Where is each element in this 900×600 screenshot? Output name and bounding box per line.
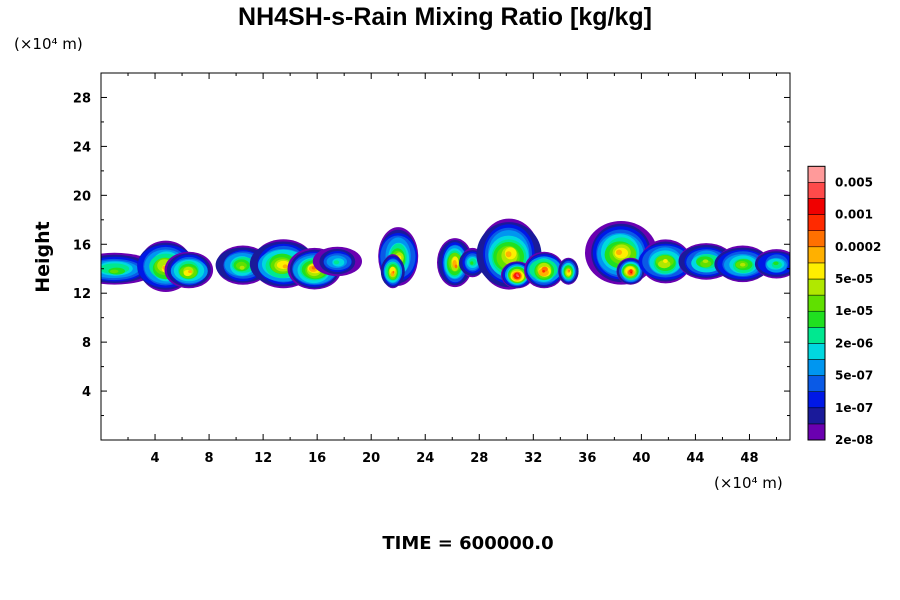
colorbar-swatch bbox=[807, 359, 826, 376]
colorbar-swatch bbox=[807, 310, 826, 328]
colorbar-label: 5e-07 bbox=[835, 369, 873, 383]
colorbar-swatch bbox=[807, 407, 826, 425]
colorbar-swatch bbox=[807, 262, 826, 280]
colorbar-label: 0.001 bbox=[835, 208, 873, 222]
colorbar-swatch bbox=[807, 278, 826, 296]
cloud-contour-level bbox=[454, 264, 458, 269]
colorbar-label: 1e-07 bbox=[835, 401, 873, 415]
x-tick-label: 8 bbox=[205, 451, 214, 466]
time-label: TIME = 600000.0 bbox=[382, 533, 553, 554]
cloud-contour-level bbox=[568, 269, 570, 272]
x-tick-label: 20 bbox=[362, 451, 380, 466]
colorbar-label: 2e-08 bbox=[835, 433, 873, 447]
cloud-contour-level bbox=[616, 249, 622, 255]
x-tick-label: 32 bbox=[524, 451, 542, 466]
y-tick-label: 4 bbox=[82, 385, 91, 400]
cloud-contour-level bbox=[663, 259, 668, 263]
colorbar-swatch bbox=[807, 182, 826, 199]
cloud-contour-level bbox=[630, 271, 632, 274]
colorbar-swatch bbox=[807, 294, 826, 312]
x-axis-unit: (×10⁴ m) bbox=[714, 474, 783, 492]
y-axis-unit: (×10⁴ m) bbox=[14, 35, 83, 53]
colorbar-swatch bbox=[807, 214, 826, 231]
y-tick-label: 20 bbox=[73, 189, 91, 204]
cloud-contour-level bbox=[542, 270, 545, 273]
cloud-contour-level bbox=[333, 260, 340, 265]
x-tick-label: 16 bbox=[308, 451, 326, 466]
cloud-contour-level bbox=[700, 260, 712, 268]
colorbar-label: 0.005 bbox=[835, 175, 873, 189]
colorbar-swatch bbox=[807, 246, 826, 264]
colorbar-swatch bbox=[807, 166, 826, 183]
cloud-contour-level bbox=[517, 275, 519, 278]
y-tick-label: 28 bbox=[73, 91, 91, 106]
cloud-contour-level bbox=[188, 270, 193, 274]
colorbar-swatch bbox=[807, 375, 826, 392]
colorbar-label: 0.0002 bbox=[835, 240, 881, 254]
colorbar-label: 2e-06 bbox=[835, 336, 873, 350]
cloud-contour-level bbox=[505, 251, 512, 258]
x-tick-label: 28 bbox=[470, 451, 488, 466]
y-tick-label: 24 bbox=[73, 140, 91, 155]
colorbar-label: 1e-05 bbox=[835, 304, 873, 318]
x-tick-label: 24 bbox=[416, 451, 434, 466]
colorbar-swatch bbox=[807, 198, 826, 215]
y-tick-label: 8 bbox=[82, 336, 91, 351]
chart-title: NH4SH-s-Rain Mixing Ratio [kg/kg] bbox=[238, 3, 652, 31]
colorbar-swatch bbox=[807, 327, 826, 344]
colorbar-swatch bbox=[807, 343, 826, 360]
x-tick-label: 44 bbox=[686, 451, 704, 466]
plot-area bbox=[101, 218, 790, 292]
cloud-contour-level bbox=[392, 270, 395, 274]
x-tick-label: 48 bbox=[740, 451, 758, 466]
colorbar: 0.005 0.001 0.0002 5e-05 1e-05 2e-06 5e-07 1e-0… bbox=[807, 165, 881, 447]
cloud-contour-level bbox=[239, 265, 245, 270]
x-tick-label: 12 bbox=[254, 451, 272, 466]
cloud-contour-level bbox=[702, 259, 709, 264]
plot-frame bbox=[100, 72, 791, 441]
colorbar-frame bbox=[807, 165, 826, 441]
y-axis-label: Height bbox=[32, 221, 54, 293]
colorbar-swatch bbox=[807, 423, 826, 441]
cloud-contour-level bbox=[470, 261, 474, 265]
cloud-contour-level bbox=[629, 269, 633, 273]
cloud-contour-level bbox=[773, 261, 779, 266]
cloud-contour-level bbox=[282, 264, 288, 269]
y-tick-label: 16 bbox=[73, 238, 91, 253]
y-tick-label: 12 bbox=[73, 287, 91, 302]
cloud-field bbox=[101, 218, 790, 292]
colorbar-label: 5e-05 bbox=[835, 272, 873, 286]
colorbar-swatch bbox=[807, 230, 826, 248]
cloud-contour-level bbox=[740, 262, 746, 267]
cloud-contour-level bbox=[109, 269, 119, 274]
x-tick-label: 4 bbox=[151, 451, 160, 466]
colorbar-swatch bbox=[807, 391, 826, 409]
x-tick-label: 36 bbox=[578, 451, 596, 466]
x-tick-label: 40 bbox=[632, 451, 650, 466]
